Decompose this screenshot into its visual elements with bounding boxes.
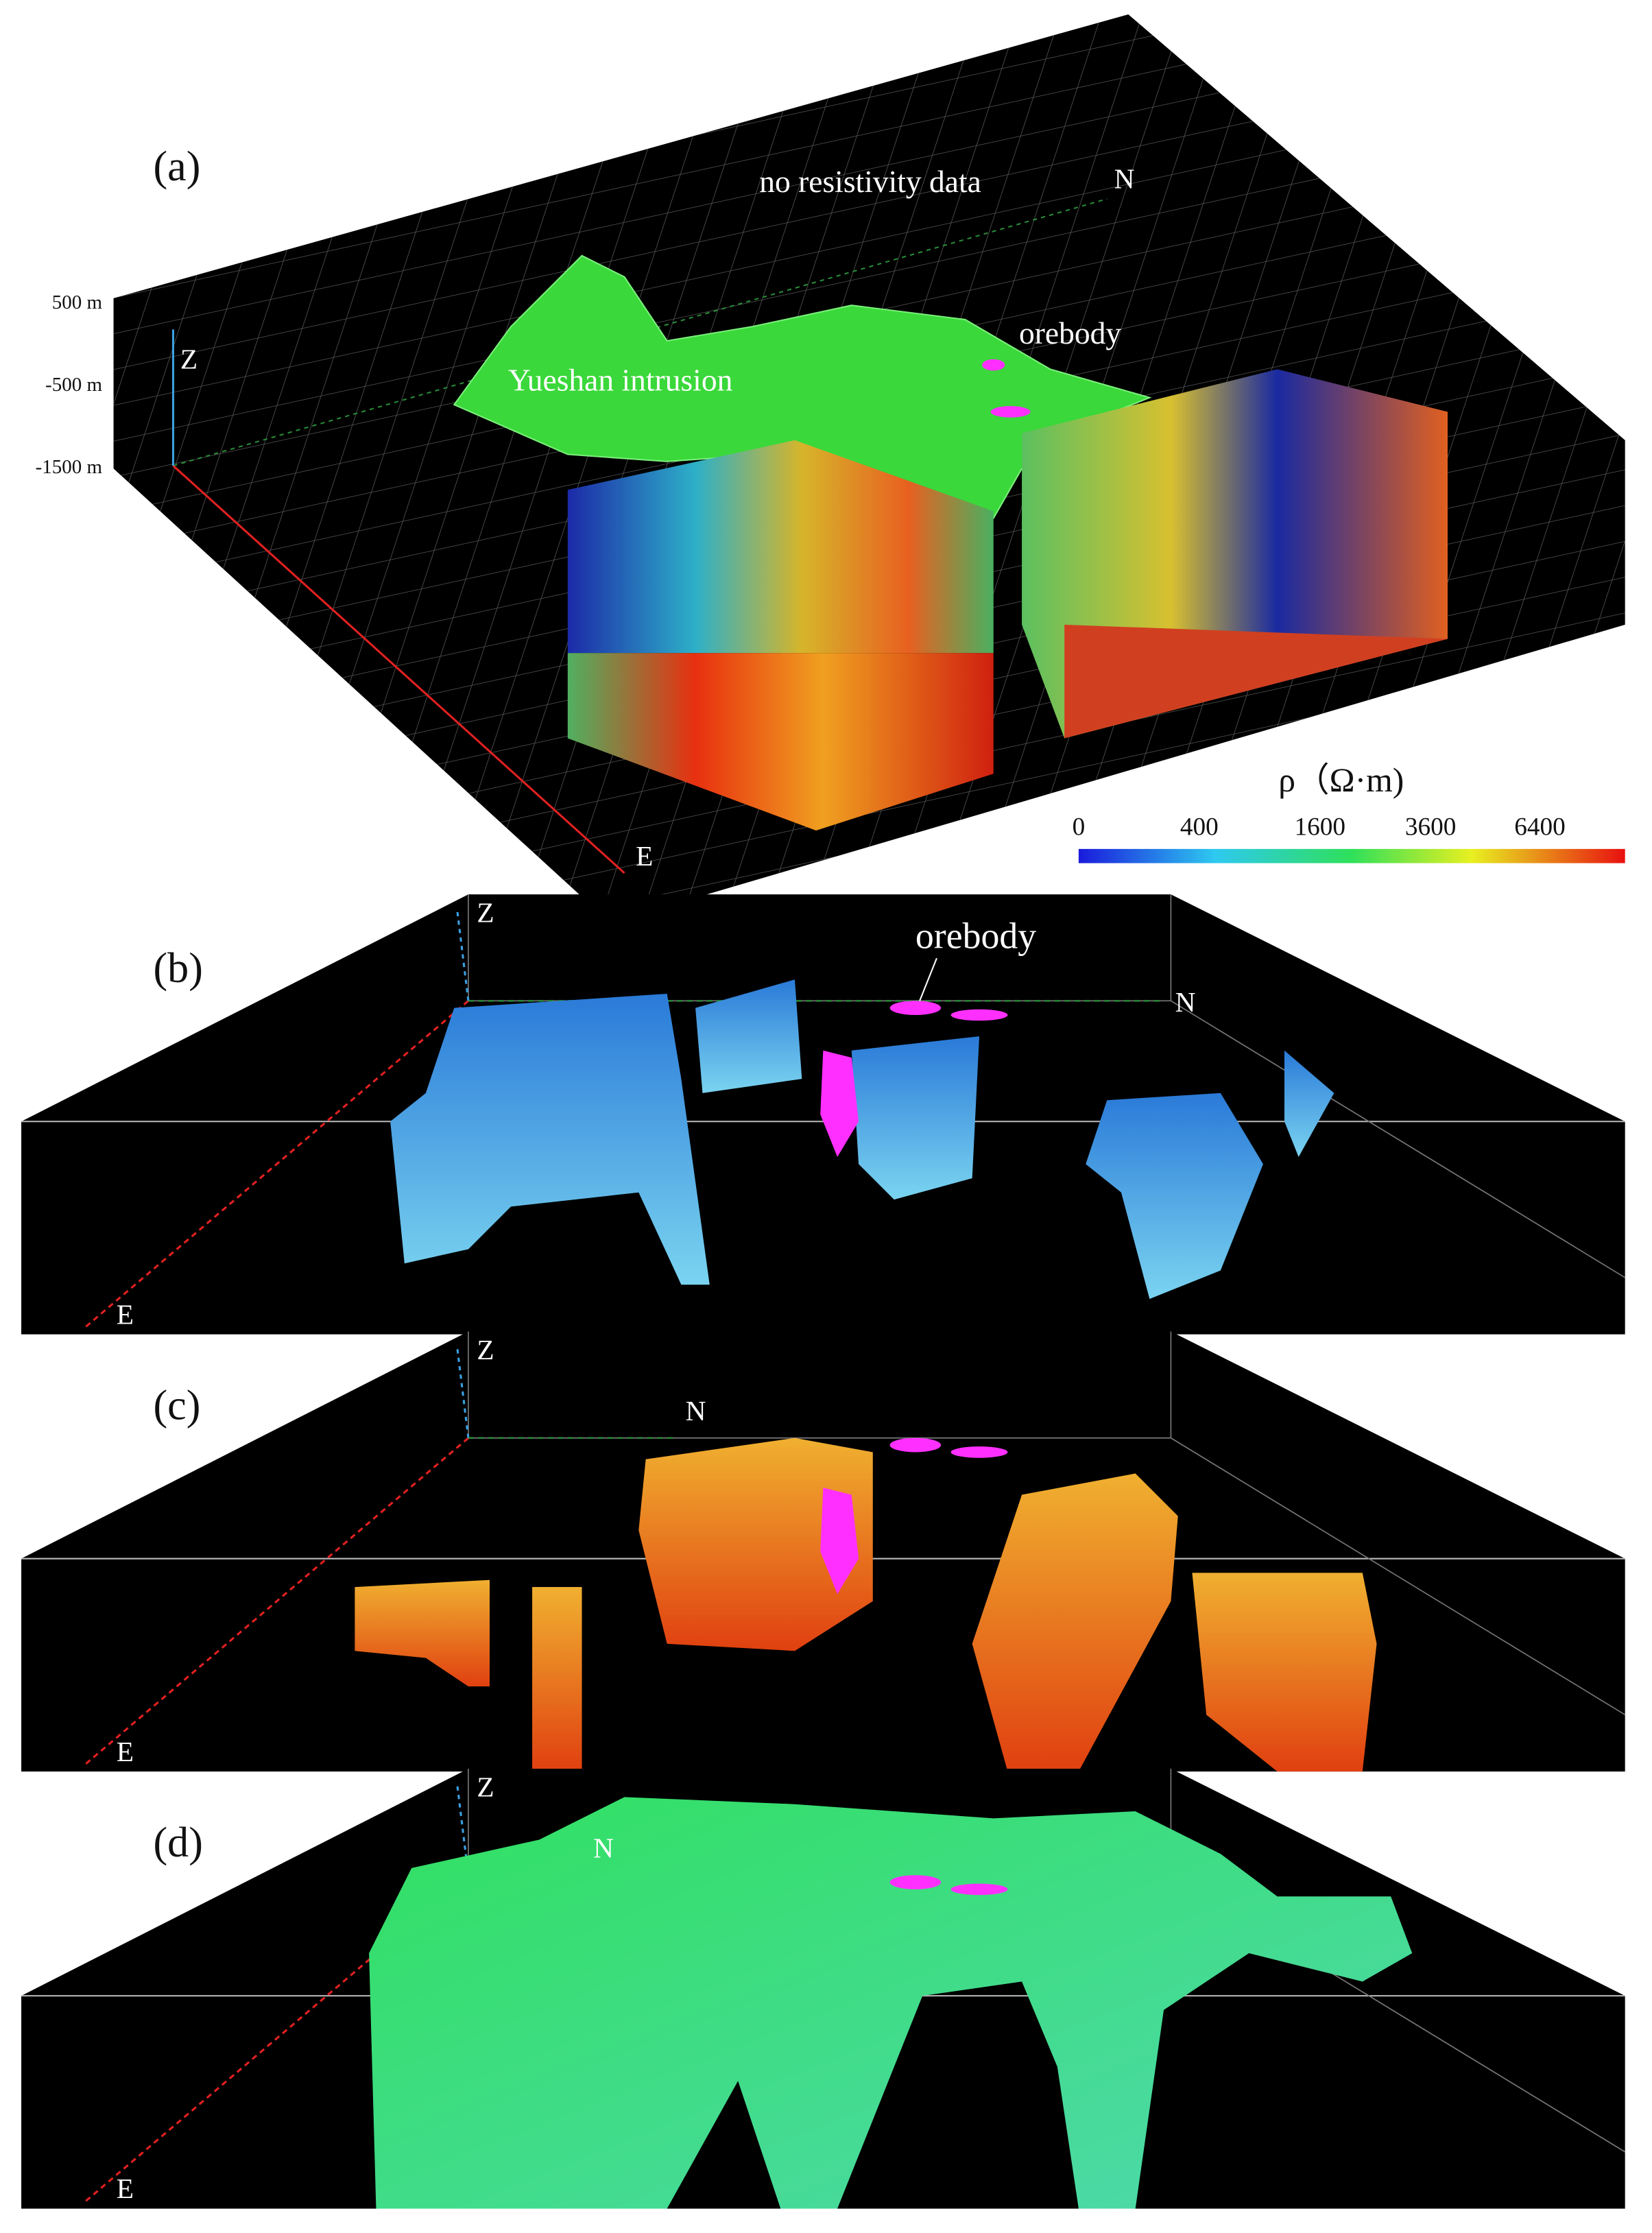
e-axis xyxy=(172,464,625,874)
resistivity-block xyxy=(567,653,994,831)
panel-a: (a) no resistivity data N Yueshan intrus… xyxy=(36,14,1625,923)
e-axis xyxy=(84,1437,469,1765)
high-resistivity-body xyxy=(972,1473,1178,1772)
orebody xyxy=(889,1875,942,1889)
annotation: no resistivity data xyxy=(759,164,981,199)
colorbar-tick: 6400 xyxy=(1514,813,1566,841)
box-edge xyxy=(1170,1000,1626,1278)
panel-label: (a) xyxy=(154,143,201,190)
axis-label: Z xyxy=(477,1334,494,1365)
colorbar-tick: 0 xyxy=(1073,813,1086,841)
z-axis xyxy=(455,908,470,1001)
z-axis xyxy=(455,1346,470,1438)
axis-label: E xyxy=(117,2173,134,2204)
orebody xyxy=(950,1446,1008,1458)
panel-label: (c) xyxy=(154,1383,201,1429)
axis-label: N xyxy=(686,1395,706,1426)
high-resistivity-body xyxy=(1192,1573,1377,1772)
depth-label: 500 m xyxy=(52,291,103,313)
axis-label: E xyxy=(117,1736,134,1767)
low-resistivity-body xyxy=(695,979,802,1093)
orebody xyxy=(820,1488,859,1595)
annotation: orebody xyxy=(915,916,1036,957)
e-axis xyxy=(84,1000,469,1328)
panel-label: (d) xyxy=(154,1819,203,1866)
low-resistivity-body xyxy=(390,993,710,1285)
colorbar-tick: 3600 xyxy=(1405,813,1457,841)
orebody xyxy=(820,1050,859,1157)
z-axis xyxy=(455,1782,470,1876)
depth-label: -1500 m xyxy=(36,456,103,478)
axis-label: E xyxy=(636,840,653,872)
high-resistivity-body xyxy=(638,1437,873,1651)
axis-label: N xyxy=(1175,986,1196,1018)
moderate-resistivity-body xyxy=(369,1797,1413,2209)
annotation: orebody xyxy=(1019,315,1121,350)
orebody xyxy=(982,359,1005,371)
axis-label: N xyxy=(593,1832,614,1864)
orebody xyxy=(990,406,1031,418)
axis-label: E xyxy=(117,1298,134,1330)
axis-label: N xyxy=(1114,163,1135,195)
orebody xyxy=(889,1001,942,1016)
leader xyxy=(919,957,937,1001)
colorbar-tick: 400 xyxy=(1180,813,1219,841)
annotation: Yueshan intrusion xyxy=(508,363,733,398)
resistivity-block xyxy=(1064,624,1448,739)
box-edge xyxy=(468,1331,1172,1439)
colorbar-title: ρ（Ω·m) xyxy=(1278,761,1404,799)
axis-label: Z xyxy=(477,1771,494,1803)
high-resistivity-body xyxy=(532,1587,582,1772)
panel: (c) Z N E xyxy=(21,1331,1626,1772)
axis-label: Z xyxy=(477,897,494,929)
orebody xyxy=(950,1883,1008,1896)
resistivity-block xyxy=(567,440,994,654)
box-edge xyxy=(1170,1437,1626,1716)
panel: (d) Z N E xyxy=(21,1768,1626,2209)
colorbar-tick: 1600 xyxy=(1294,813,1345,841)
orebody xyxy=(950,1009,1008,1021)
low-resistivity-body xyxy=(851,1036,980,1200)
panel-label: (b) xyxy=(154,945,203,992)
low-resistivity-body xyxy=(1086,1092,1263,1299)
orebody xyxy=(889,1437,942,1453)
high-resistivity-body xyxy=(355,1579,490,1686)
axis-label: Z xyxy=(180,344,197,375)
depth-label: -500 m xyxy=(45,374,102,396)
low-resistivity-body xyxy=(1284,1050,1334,1157)
colorbar xyxy=(1078,848,1625,863)
